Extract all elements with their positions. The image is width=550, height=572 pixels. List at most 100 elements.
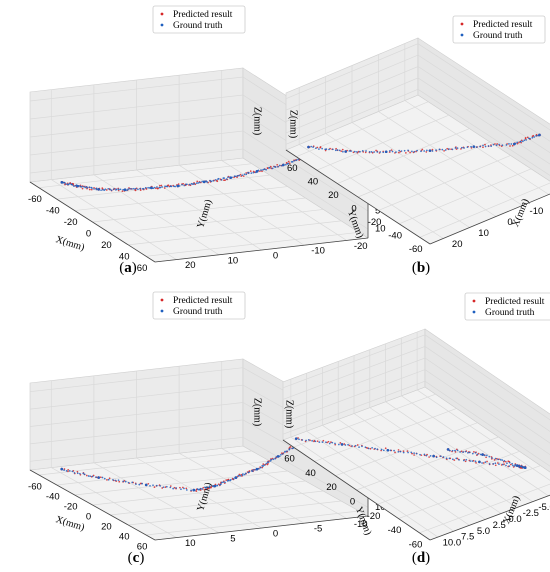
predicted-point	[242, 175, 245, 177]
ground-truth-point	[425, 454, 428, 457]
predicted-point	[486, 460, 488, 463]
y-tick-label: 10	[228, 255, 239, 266]
x-tick-label: -40	[388, 525, 402, 536]
ground-truth-point	[338, 443, 340, 446]
ground-truth-point	[122, 480, 125, 483]
predicted-point	[409, 151, 411, 154]
ground-truth-point	[87, 475, 90, 477]
ground-truth-point	[243, 173, 246, 176]
grid-line-y	[136, 169, 262, 251]
ground-truth-point	[265, 462, 268, 465]
grid-line-y	[299, 144, 444, 239]
ground-truth-point	[280, 453, 282, 456]
ground-truth-point	[126, 189, 128, 192]
grid-line-y	[401, 395, 549, 497]
grid-line-z	[29, 436, 369, 508]
legend-box	[452, 15, 546, 44]
x-tick-label: -60	[28, 482, 42, 493]
ground-truth-point	[272, 458, 275, 461]
ground-truth-point	[103, 477, 106, 480]
predicted-point	[446, 147, 449, 150]
ground-truth-point	[358, 446, 360, 448]
ground-truth-point	[474, 460, 477, 463]
predicted-point	[88, 188, 91, 191]
predicted-point	[67, 470, 69, 473]
ground-truth-point	[458, 458, 460, 461]
y-axis-line	[154, 515, 369, 541]
legend-marker	[160, 298, 164, 302]
predicted-point	[322, 439, 325, 442]
ground-truth-point	[119, 188, 122, 191]
ground-truth-point	[165, 485, 168, 488]
ground-truth-point	[191, 183, 194, 185]
ground-truth-point	[463, 147, 465, 149]
predicted-point	[297, 437, 299, 439]
ground-truth-point	[97, 188, 100, 191]
x-tick-label: 0	[350, 497, 355, 508]
ground-truth-point	[101, 476, 104, 479]
ground-truth-point	[112, 479, 114, 481]
ground-truth-point	[440, 455, 442, 458]
ground-truth-point	[472, 145, 476, 148]
ground-truth-point	[141, 482, 143, 485]
predicted-point	[182, 486, 184, 489]
legend-marker	[472, 299, 476, 303]
panel-caption: (b)	[412, 260, 430, 276]
ground-truth-point	[359, 150, 361, 153]
predicted-point	[262, 463, 265, 465]
ground-truth-point	[508, 461, 511, 464]
x-tick-label: 40	[305, 468, 316, 479]
ground-truth-point	[162, 486, 165, 489]
ground-truth-point	[255, 468, 257, 471]
legend-entry: Ground truth	[173, 21, 223, 31]
ground-truth-point	[429, 455, 432, 457]
predicted-point	[276, 163, 279, 166]
ground-truth-point	[232, 478, 235, 480]
ground-truth-point	[506, 462, 508, 465]
predicted-point	[240, 473, 243, 476]
z-axis-label: Z(mm)	[252, 398, 263, 426]
predicted-point	[169, 485, 172, 487]
grid-line-z	[282, 369, 550, 456]
grid-line-y	[290, 436, 439, 538]
ground-truth-point	[455, 457, 458, 460]
predicted-point	[289, 446, 292, 448]
ground-truth-point	[413, 452, 415, 454]
ground-truth-point	[284, 450, 286, 453]
predicted-point	[199, 489, 202, 491]
ground-truth-point	[193, 182, 196, 185]
ground-truth-point	[415, 452, 418, 455]
panel-caption: (a)	[119, 260, 137, 276]
legend-marker	[160, 23, 164, 27]
ground-truth-point	[454, 449, 456, 452]
ground-truth-point	[318, 148, 320, 150]
x-tick-label: 20	[101, 240, 112, 251]
predicted-point	[288, 162, 291, 165]
ground-truth-point	[407, 451, 409, 454]
grid-line-z	[282, 380, 550, 467]
predicted-point	[134, 189, 137, 192]
ground-truth-point	[334, 442, 336, 445]
ground-truth-point	[62, 181, 64, 184]
ground-truth-point	[183, 487, 185, 490]
ground-truth-point	[220, 481, 223, 484]
ground-truth-point	[340, 443, 344, 446]
ground-truth-point	[235, 175, 237, 178]
ground-truth-point	[348, 150, 351, 152]
predicted-point	[356, 444, 359, 446]
ground-truth-point	[487, 145, 490, 147]
ground-truth-point	[512, 464, 514, 467]
predicted-point	[421, 148, 424, 151]
ground-truth-point	[178, 185, 181, 187]
ground-truth-point	[83, 473, 86, 476]
ground-truth-point	[100, 189, 102, 192]
predicted-point	[118, 480, 121, 483]
ground-truth-point	[428, 149, 432, 152]
ground-truth-point	[244, 472, 247, 475]
predicted-point	[99, 476, 102, 479]
y-tick-label: -2.5	[523, 508, 539, 519]
ground-truth-point	[342, 150, 344, 153]
ground-truth-point	[295, 159, 298, 162]
ground-truth-point	[479, 145, 481, 148]
